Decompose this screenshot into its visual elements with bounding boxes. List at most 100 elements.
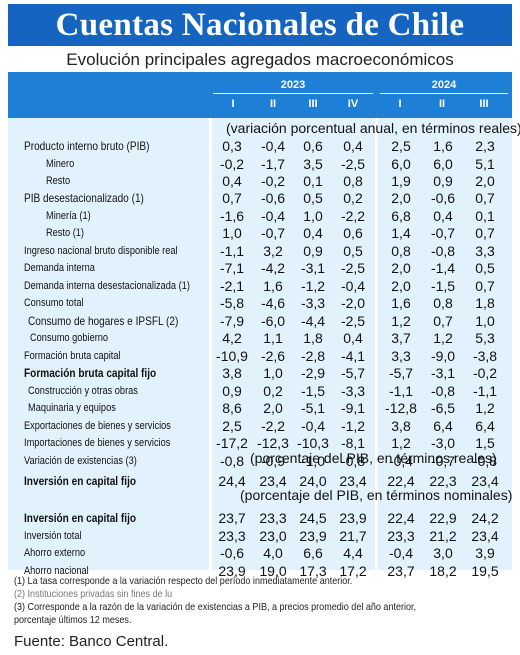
- row-label: Minero: [46, 158, 75, 170]
- footnote-1: (1) La tasa corresponde a la variación r…: [14, 575, 353, 587]
- row-value: 23,4: [471, 528, 499, 544]
- row-value: 0,4: [343, 330, 363, 346]
- row-value: -10,9: [216, 348, 248, 364]
- row-label: Producto interno bruto (PIB): [24, 139, 150, 153]
- row-value: -2,9: [300, 365, 326, 381]
- row-value: -0,6: [430, 190, 456, 206]
- row-value: 0,9: [303, 243, 323, 259]
- row-value: 3,8: [391, 418, 411, 434]
- row-value: 23,3: [387, 528, 415, 544]
- row-value: -0,9: [260, 453, 286, 469]
- row-value: 17,3: [299, 563, 327, 579]
- row-value: 1,8: [303, 330, 323, 346]
- row-value: -12,3: [257, 435, 289, 451]
- row-value: 23,9: [299, 528, 327, 544]
- row-value: 24,0: [299, 473, 327, 489]
- row-value: -1,1: [472, 383, 498, 399]
- row-value: -0,4: [300, 418, 326, 434]
- row-value: 19,0: [259, 563, 287, 579]
- row-label: Consumo de hogares e IPSFL (2): [28, 314, 179, 328]
- row-value: 0,4: [222, 173, 242, 189]
- row-value: -17,2: [216, 435, 248, 451]
- row-value: 1,0: [475, 313, 495, 329]
- row-value: 1,0: [303, 208, 323, 224]
- table-row: Importaciones de bienes y servicios -17,2…: [0, 434, 520, 452]
- table-row: Consumo gobierno 4,2 1,1 1,8 0,4 3,7 1,2 5,3: [0, 329, 520, 347]
- quarter-2023-ii: II: [269, 98, 277, 110]
- row-label: Ahorro nacional: [24, 565, 89, 577]
- table-row: Formación bruta capital fijo 3,8 1,0 -2,9 -5…: [0, 364, 520, 382]
- row-value: -5,8: [219, 295, 245, 311]
- row-value: 0,2: [343, 190, 363, 206]
- row-value: 6,6: [303, 545, 323, 561]
- row-value: 23,3: [218, 528, 246, 544]
- row-value: 2,0: [391, 278, 411, 294]
- row-label: Inversión en capital fijo: [24, 474, 137, 488]
- row-value: 23,4: [259, 473, 287, 489]
- table-row: Maquinaria y equipos 8,6 2,0 -5,1 -9,1 -12,8-…: [0, 399, 520, 417]
- row-value: 23,7: [218, 510, 246, 526]
- row-value: -3,0: [430, 435, 456, 451]
- table-row: Inversión total 23,3 23,0 23,9 21,7 23,3 21,2 2…: [0, 527, 520, 545]
- row-label: Inversión total: [24, 530, 82, 542]
- table-row: Ahorro nacional 23,9 19,0 17,3 17,2 23,7 18,2 1…: [0, 562, 520, 580]
- table-row: Consumo de hogares e IPSFL (2) -7,9 -6,0 -4…: [0, 312, 520, 330]
- year-2024: 2024: [431, 79, 457, 91]
- row-value: 23,9: [339, 510, 367, 526]
- table-row: Demanda interna -7,1 -4,2 -3,1 -2,5 2,0 -1,4 0,…: [0, 259, 520, 277]
- row-value: 0,1: [475, 208, 495, 224]
- row-value: -2,0: [340, 295, 366, 311]
- row-value: 3,8: [222, 365, 242, 381]
- row-value: -5,7: [340, 365, 366, 381]
- row-value: 3,9: [475, 545, 495, 561]
- row-value: -10,3: [297, 435, 329, 451]
- row-value: 0,5: [343, 243, 363, 259]
- row-value: 4,2: [222, 330, 242, 346]
- row-value: -0,4: [388, 453, 414, 469]
- row-value: 0,5: [303, 190, 323, 206]
- row-value: 2,3: [475, 138, 495, 154]
- year-2023: 2023: [280, 79, 306, 91]
- row-value: -1,5: [430, 278, 456, 294]
- row-value: -0,2: [472, 365, 498, 381]
- row-value: 22,9: [429, 510, 457, 526]
- row-value: -0,7: [430, 225, 456, 241]
- row-value: -1,6: [219, 208, 245, 224]
- row-value: 4,0: [263, 545, 283, 561]
- row-value: -6,0: [260, 313, 286, 329]
- row-value: 1,2: [391, 435, 411, 451]
- unit-label-nominal: (porcentaje del PIB, en términos nominal…: [240, 487, 513, 503]
- row-value: 2,0: [391, 190, 411, 206]
- row-value: 0,7: [475, 190, 495, 206]
- row-value: 23,7: [387, 563, 415, 579]
- source-note: Fuente: Banco Central.: [14, 633, 169, 650]
- row-value: 2,5: [222, 418, 242, 434]
- quarter-2024-i: I: [398, 98, 402, 110]
- row-label: Consumo gobierno: [30, 332, 109, 344]
- row-value: 21,2: [429, 528, 457, 544]
- row-value: 21,7: [339, 528, 367, 544]
- row-value: 24,4: [218, 473, 246, 489]
- row-label: Ahorro externo: [24, 547, 86, 559]
- row-value: 24,5: [299, 510, 327, 526]
- row-value: 19,5: [471, 563, 499, 579]
- row-value: -1,0: [300, 453, 326, 469]
- page-subtitle: Evolución principales agregados macroeco…: [66, 50, 454, 69]
- row-value: -2,2: [340, 208, 366, 224]
- quarter-2023-iv: IV: [347, 98, 359, 110]
- row-label: Consumo total: [24, 297, 84, 309]
- row-value: -0,2: [260, 173, 286, 189]
- row-value: -0,8: [430, 383, 456, 399]
- row-value: 0,7: [475, 225, 495, 241]
- row-value: -3,1: [430, 365, 456, 381]
- row-value: 0,9: [222, 383, 242, 399]
- row-label: Maquinaria y equipos: [28, 402, 116, 414]
- row-value: -0,6: [260, 190, 286, 206]
- row-value: 0,3: [222, 138, 242, 154]
- row-value: 24,2: [471, 510, 499, 526]
- row-value: -1,2: [300, 278, 326, 294]
- row-value: 5,3: [475, 330, 495, 346]
- row-value: -1,7: [260, 156, 286, 172]
- row-label: Formación bruta capital fijo: [24, 366, 157, 380]
- table-row: Ingreso nacional bruto disponible real -1…: [0, 242, 520, 260]
